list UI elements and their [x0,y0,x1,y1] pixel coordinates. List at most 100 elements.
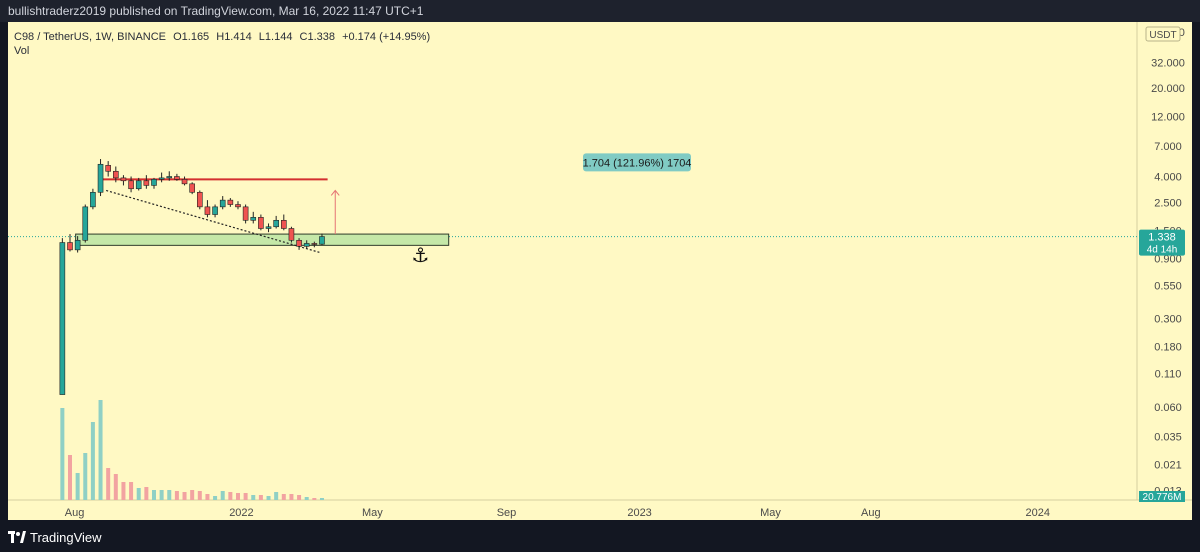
candle-body [265,226,272,229]
candle-body [90,191,96,208]
volume-bar [174,491,179,500]
y-tick-label: 0.021 [1154,459,1182,471]
candle-body [227,199,234,205]
candle-body [212,206,218,215]
volume-bar [243,493,248,500]
legend-high: H1.414 [216,31,252,43]
volume-bar [98,400,103,500]
y-tick-label: 2.500 [1154,197,1182,209]
volume-bar [159,490,164,500]
candle-body [143,180,150,186]
volume-bar [266,496,271,500]
candle-body [296,239,302,247]
x-tick-label: Aug [861,507,881,519]
volume-bar [312,498,317,500]
legend-symbol[interactable]: C98 / TetherUS, 1W, BINANCE [14,31,167,43]
volume-bar [83,453,88,500]
candle-body [219,199,226,208]
volume-bar [151,490,156,500]
volume-bar [220,491,225,500]
volume-bar [281,494,286,500]
volume-bar [136,488,141,500]
candle-body [204,206,211,215]
candle-body [197,191,203,208]
currency-badge [1145,26,1181,42]
y-tick-label: 7.000 [1154,141,1182,153]
candle-body [189,183,195,193]
candle-body [174,176,180,180]
candle-body [82,206,89,241]
candle-body [67,242,73,251]
volume-bar [213,496,218,500]
publish-header: bullishtraderz2019 published on TradingV… [0,0,1200,22]
candle-body [97,163,104,193]
candle-body [120,177,127,182]
y-tick-label: 0.900 [1154,253,1182,265]
volume-bar [60,408,65,500]
candle-body [181,179,188,185]
y-tick-label: 0.550 [1154,280,1182,292]
candle-body [258,217,264,229]
volume-bar [167,490,172,500]
volume-bar [182,492,187,500]
y-tick-label: 0.035 [1154,431,1182,443]
currency-label: USDT [1149,30,1176,41]
legend-change: +0.174 (+14.95%) [342,31,431,43]
current-price-badge [1139,229,1185,256]
volume-bar [274,492,279,500]
volume-value-label: 20.776M [1143,492,1182,503]
volume-bar [129,482,134,500]
countdown-label: 4d 14h [1147,245,1178,256]
candle-body [288,228,295,241]
candle-body [151,179,157,186]
x-tick-label: May [362,507,383,519]
x-tick-label: Sep [497,507,517,519]
volume-bar [319,498,324,500]
volume-bar [90,422,95,500]
legend-volume-label: Vol [14,45,30,57]
volume-bar [228,492,233,500]
current-price-label: 1.338 [1148,232,1176,244]
footer-bar: TradingView [0,522,1200,552]
support-zone [75,233,450,246]
published-text: bullishtraderz2019 published on TradingV… [8,4,424,18]
candle-body [280,219,287,229]
candle-body [250,217,257,221]
volume-value-badge [1139,491,1185,502]
measure-label-bg [583,153,691,172]
x-tick-label: Aug [65,507,85,519]
volume-bar [205,494,210,500]
candle-body [158,177,165,180]
volume-bar [251,495,256,500]
descending-trendline [106,189,321,254]
volume-bar [190,490,195,500]
candle-body [273,219,279,228]
candle-body [311,243,318,245]
volume-bar [67,455,72,500]
y-tick-label: 12.000 [1151,111,1185,123]
x-tick-label: 2024 [1025,507,1049,519]
y-tick-label: 20.000 [1151,83,1185,95]
y-tick-label: 0.060 [1154,402,1182,414]
y-tick-label: 32.000 [1151,57,1185,69]
measure-label: 1.704 (121.96%) 1704 [583,157,692,169]
y-tick-label: 0.180 [1154,342,1182,354]
legend-open: O1.165 [173,31,210,43]
candle-body [113,170,119,179]
candle-body [303,243,310,247]
candle-body [135,180,142,190]
tradingview-brand[interactable]: TradingView [30,530,102,545]
chart-area[interactable]: 56.00032.00020.00012.0007.0004.0002.5001… [8,22,1192,520]
y-tick-label: 0.110 [1155,369,1182,381]
candle-body [128,180,134,190]
volume-bar [106,468,111,500]
chart-svg[interactable]: 56.00032.00020.00012.0007.0004.0002.5001… [8,22,1192,520]
x-tick-label: 2023 [627,507,651,519]
x-tick-label: 2022 [229,507,253,519]
tradingview-logo-icon [8,531,26,543]
anchor-icon: ⚓ [411,243,429,267]
volume-bar [75,473,80,500]
target-arrow-head [330,189,340,196]
candle-body [242,206,249,221]
y-tick-label: 4.000 [1154,172,1182,184]
